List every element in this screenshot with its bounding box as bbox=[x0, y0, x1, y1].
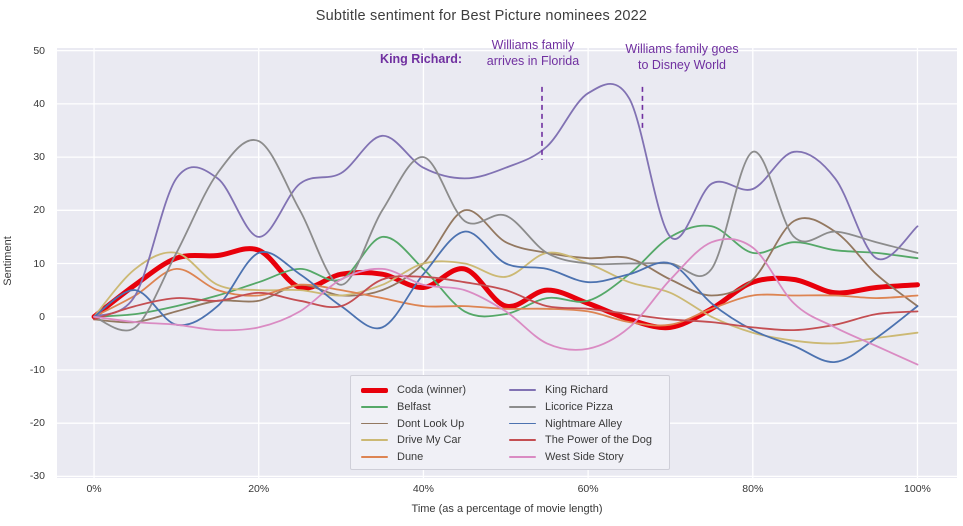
legend-label-drive-my-car: Drive My Car bbox=[397, 434, 462, 447]
legend-item-dune: Dune bbox=[361, 449, 509, 465]
legend-item-west-side-story: West Side Story bbox=[509, 449, 659, 465]
legend-label-coda-winner: Coda (winner) bbox=[397, 384, 467, 396]
legend-swatch-nightmare-alley bbox=[509, 422, 536, 425]
y-axis-tick: 10 bbox=[33, 257, 45, 270]
legend-swatch-dune bbox=[361, 456, 388, 458]
legend-column-1: Coda (winner) Belfast Dont Look Up Drive My… bbox=[361, 382, 509, 465]
series-line-belfast bbox=[93, 224, 919, 318]
legend-item-coda-winner: Coda (winner) bbox=[361, 382, 509, 398]
legend-swatch-coda-winner bbox=[361, 387, 388, 393]
x-axis-tick: 60% bbox=[577, 483, 599, 495]
legend-label-west-side-story: West Side Story bbox=[545, 451, 624, 463]
series-line-king-richard bbox=[93, 83, 919, 318]
x-axis-tick: 80% bbox=[742, 483, 764, 495]
x-axis-tick: 100% bbox=[904, 483, 931, 495]
legend-item-nightmare-alley: Nightmare Alley bbox=[509, 416, 659, 432]
legend-item-dont-look-up: Dont Look Up bbox=[361, 416, 509, 432]
series-line-coda-winner bbox=[91, 246, 920, 331]
series-line-the-power-of-the-dog bbox=[93, 275, 919, 332]
annotation-note-florida-line1: Williams family bbox=[491, 38, 575, 52]
plot-canvas bbox=[57, 48, 957, 478]
y-axis-tick: 30 bbox=[33, 151, 45, 164]
y-axis-tick: -10 bbox=[29, 363, 45, 376]
legend-swatch-king-richard bbox=[509, 389, 536, 391]
legend: Coda (winner) Belfast Dont Look Up Drive My… bbox=[350, 375, 670, 470]
annotation-note-disney: Williams family goes to Disney World bbox=[572, 41, 792, 73]
series-line-west-side-story bbox=[93, 237, 919, 366]
legend-label-the-power-of-the-dog: The Power of the Dog bbox=[545, 434, 653, 447]
series-line-nightmare-alley bbox=[93, 230, 919, 363]
legend-item-king-richard: King Richard bbox=[509, 382, 659, 398]
legend-item-drive-my-car: Drive My Car bbox=[361, 432, 509, 448]
legend-label-king-richard: King Richard bbox=[545, 384, 608, 396]
y-axis-tick: 20 bbox=[33, 204, 45, 217]
x-axis-label: Time (as a percentage of movie length) bbox=[411, 503, 603, 515]
legend-swatch-drive-my-car bbox=[361, 439, 388, 442]
legend-label-dune: Dune bbox=[397, 451, 424, 463]
series-line-dune bbox=[93, 267, 919, 327]
legend-item-licorice-pizza: Licorice Pizza bbox=[509, 399, 659, 415]
x-axis-tick: 20% bbox=[248, 483, 270, 495]
y-axis-tick: 40 bbox=[33, 97, 45, 110]
series-line-licorice-pizza bbox=[93, 139, 919, 332]
legend-label-licorice-pizza: Licorice Pizza bbox=[545, 400, 613, 413]
legend-label-belfast: Belfast bbox=[397, 400, 431, 413]
annotation-note-florida-line2: arrives in Florida bbox=[486, 54, 580, 68]
chart-title: Subtitle sentiment for Best Picture nomi… bbox=[315, 8, 648, 24]
legend-label-nightmare-alley: Nightmare Alley bbox=[545, 417, 623, 430]
legend-item-belfast: Belfast bbox=[361, 399, 509, 415]
x-axis-tick: 0% bbox=[86, 483, 102, 495]
y-axis-tick: -20 bbox=[29, 417, 45, 430]
legend-column-2: King Richard Licorice Pizza Nightmare Alle… bbox=[509, 382, 659, 465]
legend-item-the-power-of-the-dog: The Power of the Dog bbox=[509, 432, 659, 448]
annotation-note-disney-line2: to Disney World bbox=[638, 58, 726, 72]
x-axis-tick: 40% bbox=[412, 483, 434, 495]
legend-swatch-belfast bbox=[361, 405, 388, 408]
y-axis-tick: -30 bbox=[29, 470, 45, 483]
annotation-note-disney-line1: Williams family goes bbox=[625, 42, 739, 56]
series-line-dont-look-up bbox=[93, 209, 919, 324]
legend-swatch-dont-look-up bbox=[361, 422, 388, 425]
annotation-note-florida: Williams family arrives in Florida bbox=[423, 37, 643, 69]
legend-swatch-the-power-of-the-dog bbox=[509, 439, 536, 442]
y-axis-tick: 0 bbox=[39, 310, 45, 323]
legend-swatch-west-side-story bbox=[509, 456, 536, 458]
y-axis-tick: 50 bbox=[33, 44, 45, 57]
legend-label-dont-look-up: Dont Look Up bbox=[397, 417, 465, 430]
legend-swatch-licorice-pizza bbox=[509, 405, 536, 408]
series-line-drive-my-car bbox=[93, 251, 919, 345]
annotation-king-richard-label: King Richard: bbox=[380, 52, 462, 66]
